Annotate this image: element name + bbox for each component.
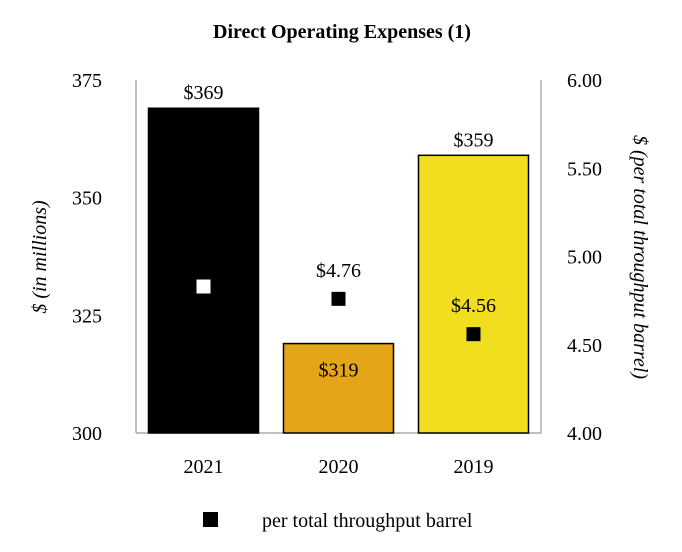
y2-axis-label: $ (per total throughput barrel)	[629, 135, 651, 379]
left-tick-label: 325	[72, 305, 102, 327]
legend: per total throughput barrel	[203, 510, 473, 532]
bar-value-label: $359	[454, 129, 494, 151]
y-axis-label: $ (in millions)	[29, 200, 51, 314]
bar-2019	[417, 154, 530, 434]
bar-series	[147, 107, 530, 434]
left-axis-ticks: 300 325 350 375	[72, 70, 102, 445]
marker-2019	[466, 327, 481, 342]
bar-2020	[282, 342, 395, 434]
right-tick-label: 5.00	[567, 247, 602, 269]
x-tick-label: 2019	[454, 456, 494, 478]
right-tick-label: 4.00	[567, 423, 602, 445]
marker-value-label: $4.83	[181, 248, 226, 270]
right-tick-label: 4.50	[567, 335, 602, 357]
right-tick-label: 5.50	[567, 158, 602, 180]
marker-2021	[196, 279, 211, 294]
left-tick-label: 375	[72, 70, 102, 92]
bar-value-label: $369	[184, 82, 224, 104]
bar-value-label: $319	[319, 360, 359, 382]
left-tick-label: 350	[72, 188, 102, 210]
marker-value-label: $4.76	[316, 260, 361, 282]
x-axis-ticks: 2021 2020 2019	[184, 456, 494, 478]
chart-title: Direct Operating Expenses (1)	[213, 21, 471, 43]
x-tick-label: 2021	[184, 456, 224, 478]
bar-value-labels: $369 $319 $359	[184, 82, 494, 381]
marker-2020	[331, 291, 346, 306]
right-axis-ticks: 4.00 4.50 5.00 5.50 6.00	[567, 70, 602, 445]
marker-value-label: $4.56	[451, 295, 496, 317]
legend-label: per total throughput barrel	[262, 510, 473, 532]
left-tick-label: 300	[72, 423, 102, 445]
right-tick-label: 6.00	[567, 70, 602, 92]
legend-square-marker	[203, 512, 218, 527]
marker-value-labels: $4.83 $4.76 $4.56	[181, 248, 496, 318]
bar-2021	[147, 107, 260, 434]
x-tick-label: 2020	[319, 456, 359, 478]
marker-series	[196, 279, 481, 342]
